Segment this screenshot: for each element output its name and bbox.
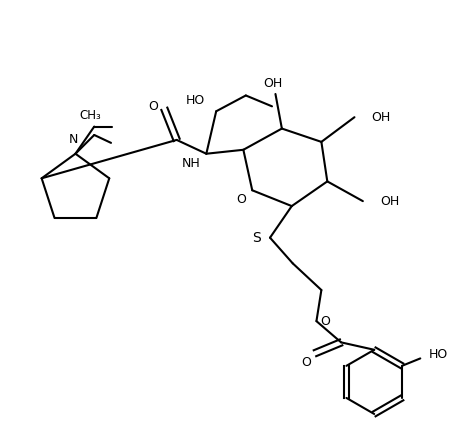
Text: N: N: [68, 133, 77, 146]
Text: OH: OH: [380, 195, 400, 208]
Text: O: O: [301, 356, 311, 368]
Text: S: S: [252, 231, 260, 245]
Text: OH: OH: [263, 76, 283, 90]
Text: O: O: [236, 193, 246, 206]
Text: O: O: [149, 100, 159, 113]
Text: CH₃: CH₃: [79, 109, 101, 122]
Text: O: O: [320, 314, 330, 328]
Text: OH: OH: [372, 110, 391, 124]
Text: HO: HO: [186, 94, 205, 107]
Text: NH: NH: [182, 157, 201, 170]
Text: HO: HO: [429, 348, 448, 362]
